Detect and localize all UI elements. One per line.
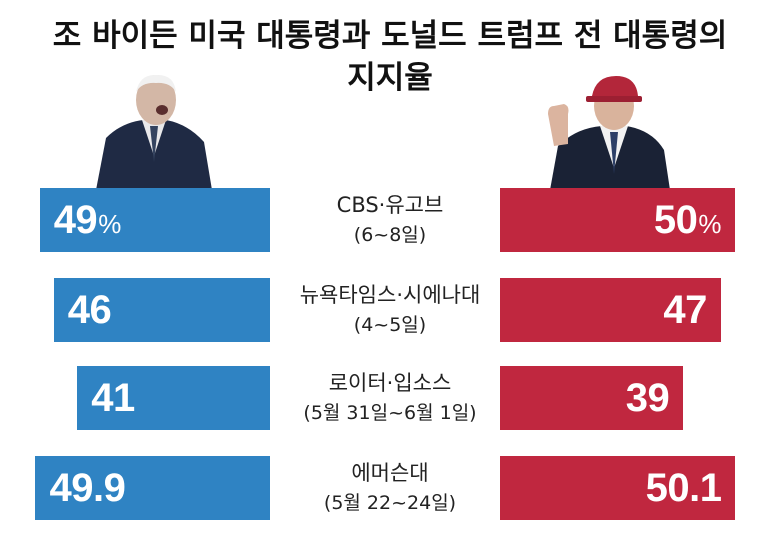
biden-value-label-3: 49.9 [49,466,126,510]
pollster-name: 뉴욕타임스·시에나대 [299,283,481,307]
poll-dates: (4~5일) [353,314,427,336]
pollster-name: 로이터·입소스 [328,371,452,395]
poll-dates: (5월 31일~6월 1일) [303,402,477,424]
chart-title-line1: 조 바이든 미국 대통령과 도널드 트럼프 전 대통령의 [52,18,728,54]
trump-value-label-2: 39 [625,376,670,420]
trump-value-label-1: 47 [663,288,707,332]
trump-bar-0: 50% [500,188,735,252]
poll-dates: (5월 22~24일) [323,492,457,514]
poll-label-3: 에머슨대 (5월 22~24일) [272,458,508,518]
biden-value-label-1: 46 [67,288,112,332]
poll-label-1: 뉴욕타임스·시에나대 (4~5일) [272,280,508,340]
poll-dates: (6~8일) [353,224,427,246]
chart-title-line2: 지지율 [347,60,433,96]
trump-value-label-0: 50% [653,198,722,242]
biden-value-label-2: 41 [91,376,135,420]
trump-bar-2: 39 [500,366,684,430]
trump-value-label-3: 50.1 [645,466,722,510]
poll-label-2: 로이터·입소스 (5월 31일~6월 1일) [272,368,508,428]
biden-bar-2: 41 [77,366,270,430]
poll-label-0: CBS·유고브 (6~8일) [272,190,508,250]
trump-bar-1: 47 [500,278,721,342]
pollster-name: CBS·유고브 [336,193,444,217]
biden-value-label-0: 49% [53,198,122,242]
biden-bar-0: 49% [39,188,270,252]
biden-bar-1: 46 [53,278,270,342]
pollster-name: 에머슨대 [351,461,429,485]
trump-bar-3: 50.1 [500,456,736,520]
biden-bar-3: 49.9 [35,456,270,520]
biden-portrait [96,74,212,190]
trump-portrait [548,76,670,190]
